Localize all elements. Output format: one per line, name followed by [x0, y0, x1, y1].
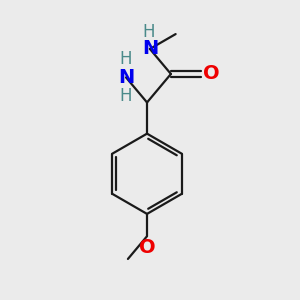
Text: O: O [139, 238, 155, 257]
Text: N: N [118, 68, 134, 87]
Text: N: N [142, 39, 158, 58]
Text: H: H [142, 22, 155, 40]
Text: O: O [203, 64, 220, 83]
Text: H: H [120, 50, 132, 68]
Text: H: H [120, 87, 132, 105]
